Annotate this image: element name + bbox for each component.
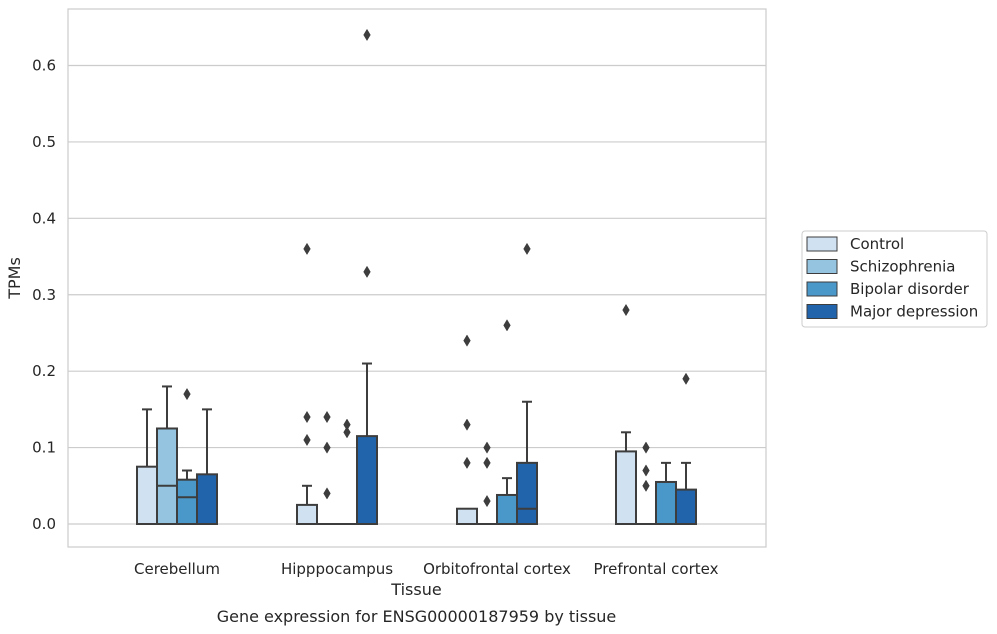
- legend: Control Schizophrenia Bipolar disorder Majo…: [801, 230, 988, 328]
- box-2-2: [496, 319, 518, 526]
- legend-swatch: [806, 236, 838, 252]
- outlier-point: [303, 410, 311, 424]
- legend-label: Schizophrenia: [850, 258, 955, 276]
- x-tick-label: Orbitofrontal cortex: [423, 560, 571, 578]
- x-tick-label: Prefrontal cortex: [594, 560, 719, 578]
- plot-frame: [67, 8, 767, 548]
- box-rect: [675, 488, 697, 525]
- x-axis-label: Tissue: [390, 580, 441, 599]
- outlier-point: [323, 441, 331, 454]
- box-1-1: [317, 410, 337, 525]
- y-tick-label: 0.1: [32, 439, 56, 457]
- outlier-point: [363, 265, 371, 278]
- gridlines: [68, 64, 766, 525]
- y-tick-label: 0.3: [32, 286, 56, 304]
- outlier-point: [642, 479, 650, 492]
- outlier-point: [463, 334, 471, 347]
- box-rect: [296, 503, 318, 526]
- y-tick-label: 0.2: [32, 362, 56, 380]
- box-0-2: [176, 387, 198, 526]
- x-tick-label: Hipppocampus: [281, 560, 393, 578]
- y-tick-label: 0.4: [32, 209, 56, 227]
- box-0-1: [156, 385, 178, 525]
- outlier-point: [642, 441, 650, 454]
- box-rect: [516, 461, 538, 526]
- box-rect: [655, 480, 677, 525]
- outlier-point: [622, 303, 630, 317]
- box-1-3: [356, 28, 378, 525]
- outlier-point: [503, 319, 511, 332]
- x-axis-ticks: Cerebellum Hipppocampus Orbitofrontal cort…: [134, 560, 719, 578]
- box-0-0: [136, 408, 158, 525]
- box-2-3: [516, 242, 538, 526]
- outlier-point: [483, 441, 491, 454]
- box-0-3: [196, 408, 218, 525]
- y-tick-label: 0.6: [32, 57, 56, 75]
- legend-swatch: [806, 304, 838, 319]
- outlier-point: [323, 487, 331, 500]
- box-2-1: [477, 441, 497, 525]
- box-rect: [456, 507, 478, 526]
- box-rect: [496, 493, 518, 526]
- legend-swatch: [806, 281, 838, 297]
- legend-swatch: [806, 259, 838, 274]
- y-tick-label: 0.0: [32, 515, 56, 533]
- box-rect: [196, 473, 218, 525]
- box-rect: [176, 478, 198, 526]
- y-axis-ticks: 0.0 0.1 0.2 0.3 0.4 0.5 0.6: [32, 57, 56, 534]
- box-rect: [615, 450, 637, 526]
- box-3-3: [675, 372, 697, 525]
- outlier-point: [463, 456, 471, 469]
- outlier-point: [303, 433, 311, 447]
- y-axis-label: TPMs: [5, 257, 24, 300]
- box-plot-area: [136, 28, 697, 526]
- legend-label: Bipolar disorder: [850, 280, 970, 298]
- outlier-point: [343, 426, 351, 439]
- y-tick-label: 0.5: [32, 133, 56, 151]
- box-rect: [156, 427, 178, 525]
- outlier-point: [523, 242, 531, 256]
- box-2-0: [456, 334, 478, 526]
- box-rect: [136, 465, 158, 525]
- box-1-2: [337, 418, 357, 525]
- outlier-point: [323, 410, 331, 424]
- chart-caption: Gene expression for ENSG00000187959 by t…: [217, 607, 617, 626]
- box-3-0: [615, 303, 637, 526]
- box-rect: [356, 435, 378, 525]
- legend-label: Control: [850, 235, 904, 253]
- legend-label: Major depression: [850, 303, 978, 321]
- outlier-point: [363, 28, 371, 42]
- box-3-2: [655, 461, 677, 525]
- outlier-point: [642, 464, 650, 477]
- outlier-point: [463, 418, 471, 431]
- outlier-point: [682, 372, 690, 385]
- legend-frame: [801, 230, 988, 328]
- outlier-point: [303, 242, 311, 256]
- box-3-1: [636, 441, 656, 525]
- outlier-point: [183, 387, 191, 401]
- outlier-point: [483, 494, 491, 508]
- x-tick-label: Cerebellum: [134, 560, 220, 578]
- outlier-point: [483, 456, 491, 469]
- box-1-0: [296, 242, 318, 526]
